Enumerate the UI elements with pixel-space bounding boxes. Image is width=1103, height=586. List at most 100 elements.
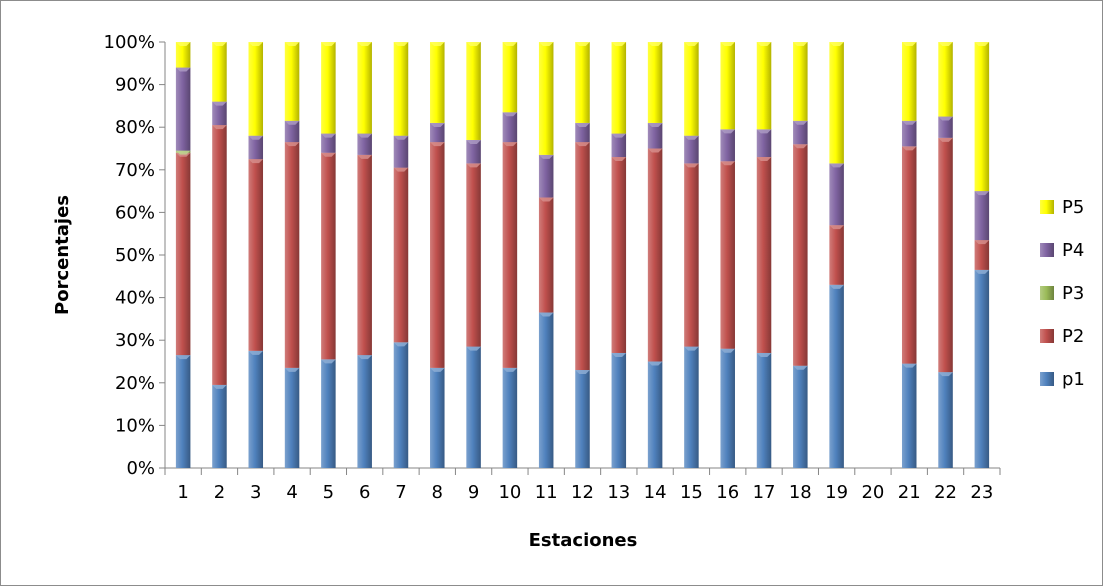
- bar-segment-p4-14: [647, 122, 663, 149]
- bar-segment-p4-7: [393, 135, 409, 168]
- bar-segment-bevel: [938, 137, 953, 142]
- bar-segment-bevel: [466, 163, 481, 168]
- bar-segment-p2-21: [901, 146, 917, 364]
- bar-segment-p5-12: [575, 42, 590, 123]
- bar-segment-p1-2: [212, 384, 227, 468]
- bar-segment-p4-4: [284, 120, 300, 143]
- bar-segment-p5-18: [793, 42, 808, 121]
- bar-segment-p1-17: [756, 352, 772, 468]
- bar-segment-p5-10: [502, 42, 518, 113]
- y-tick-label: 60%: [115, 202, 155, 223]
- bar-segment-p4-13: [611, 133, 627, 158]
- x-tick-label: 2: [214, 482, 225, 503]
- x-tick-label: 5: [323, 482, 334, 503]
- bar-segment-bevel: [284, 142, 300, 147]
- y-tick-label: 90%: [115, 75, 155, 96]
- bar-segment-p5-13: [611, 42, 627, 134]
- bar-segment-p1-3: [248, 350, 264, 468]
- bar-segment-p5-23: [974, 42, 990, 192]
- bar-segment-bevel: [321, 152, 336, 157]
- bar-segment-bevel: [212, 42, 227, 46]
- bar-segment-p5-4: [284, 42, 300, 121]
- x-tick-label: 22: [934, 482, 957, 503]
- legend-label-p5: P5: [1062, 197, 1084, 218]
- bar-segment-bevel: [393, 135, 409, 140]
- x-tick-label: 17: [753, 482, 776, 503]
- x-tick-label: 8: [432, 482, 443, 503]
- bar-segment-p4-1: [175, 67, 191, 151]
- bar-segment-bevel: [466, 346, 481, 351]
- bar-segment-p5-1: [175, 42, 191, 68]
- bar-segment-p1-1: [175, 355, 191, 468]
- x-tick-label: 9: [468, 482, 479, 503]
- legend-swatch-p1: [1040, 372, 1054, 386]
- bar-segment-bevel: [720, 161, 735, 166]
- bar-segment-bevel: [175, 42, 191, 46]
- bar-segment-bevel: [430, 42, 445, 46]
- bar-segment-bevel: [502, 112, 518, 117]
- bar-segment-bevel: [321, 42, 336, 46]
- bar-segment-p1-13: [611, 352, 627, 468]
- bar-segment-bevel: [175, 355, 191, 360]
- bar-segment-p1-18: [793, 365, 808, 468]
- bar-segment-bevel: [756, 42, 772, 46]
- bar-segment-p2-5: [321, 152, 336, 360]
- bar-segment-bevel: [938, 42, 953, 46]
- x-axis-title: Estaciones: [529, 530, 638, 551]
- legend-label-p3: P3: [1062, 283, 1084, 304]
- bar-segment-p2-15: [684, 163, 699, 347]
- bar-segment-p5-22: [938, 42, 953, 117]
- bar-segment-bevel: [284, 42, 300, 46]
- x-tick-label: 14: [644, 482, 667, 503]
- bar-segment-bevel: [248, 42, 264, 46]
- y-tick-labels: 0% 10% 20% 30% 40% 50% 60% 70% 80% 90% 100%: [104, 32, 155, 479]
- legend-label-p1: p1: [1062, 369, 1085, 390]
- bar-segment-bevel: [611, 157, 627, 162]
- bar-segment-bevel: [248, 135, 264, 140]
- bar-segment-p5-21: [901, 42, 917, 121]
- bar-segment-p2-10: [502, 142, 518, 368]
- bar-segment-p1-6: [357, 355, 372, 468]
- bar-segment-bevel: [611, 42, 627, 46]
- x-tick-label: 7: [395, 482, 406, 503]
- y-axis-title: Porcentajes: [52, 195, 73, 315]
- y-tick-label: 80%: [115, 117, 155, 138]
- bar-segment-bevel: [611, 133, 627, 138]
- bar-segment-bevel: [357, 154, 372, 159]
- bar-segment-p5-6: [357, 42, 372, 134]
- bar-segment-bevel: [829, 163, 844, 168]
- bar-segment-p4-12: [575, 122, 590, 143]
- bar-segment-p5-11: [538, 42, 554, 155]
- bar-segment-bevel: [684, 135, 699, 140]
- y-tick-label: 50%: [115, 245, 155, 266]
- bar-segment-bevel: [974, 240, 990, 245]
- bar-segment-bevel: [647, 122, 663, 127]
- x-tick-label: 15: [680, 482, 703, 503]
- bar-segment-bevel: [974, 269, 990, 274]
- bar-segment-p2-8: [430, 142, 445, 368]
- legend-swatch-p5: [1040, 200, 1054, 214]
- bar-segment-p2-16: [720, 161, 735, 349]
- bar-segment-p4-19: [829, 163, 844, 226]
- bar-segment-bevel: [430, 122, 445, 127]
- bar-segment-p2-11: [538, 197, 554, 313]
- bar-segment-p5-14: [647, 42, 663, 123]
- bar-segment-bevel: [647, 361, 663, 366]
- bar-segment-p5-8: [430, 42, 445, 123]
- x-tick-label: 12: [571, 482, 594, 503]
- bar-segment-bevel: [829, 225, 844, 230]
- bar-segment-bevel: [393, 167, 409, 172]
- bar-segment-bevel: [212, 101, 227, 106]
- bar-segment-p4-5: [321, 133, 336, 153]
- bar-segment-p2-14: [647, 148, 663, 362]
- bar-segment-bevel: [466, 139, 481, 144]
- bar-segment-p4-18: [793, 120, 808, 145]
- bar-segment-bevel: [575, 142, 590, 147]
- bar-segment-p1-12: [575, 370, 590, 468]
- bar-segment-p5-16: [720, 42, 735, 130]
- y-tick-label: 30%: [115, 330, 155, 351]
- bar-segment-bevel: [502, 142, 518, 147]
- x-tick-label: 21: [898, 482, 921, 503]
- bar-segment-p2-23: [974, 240, 990, 270]
- bar-segment-bevel: [575, 370, 590, 375]
